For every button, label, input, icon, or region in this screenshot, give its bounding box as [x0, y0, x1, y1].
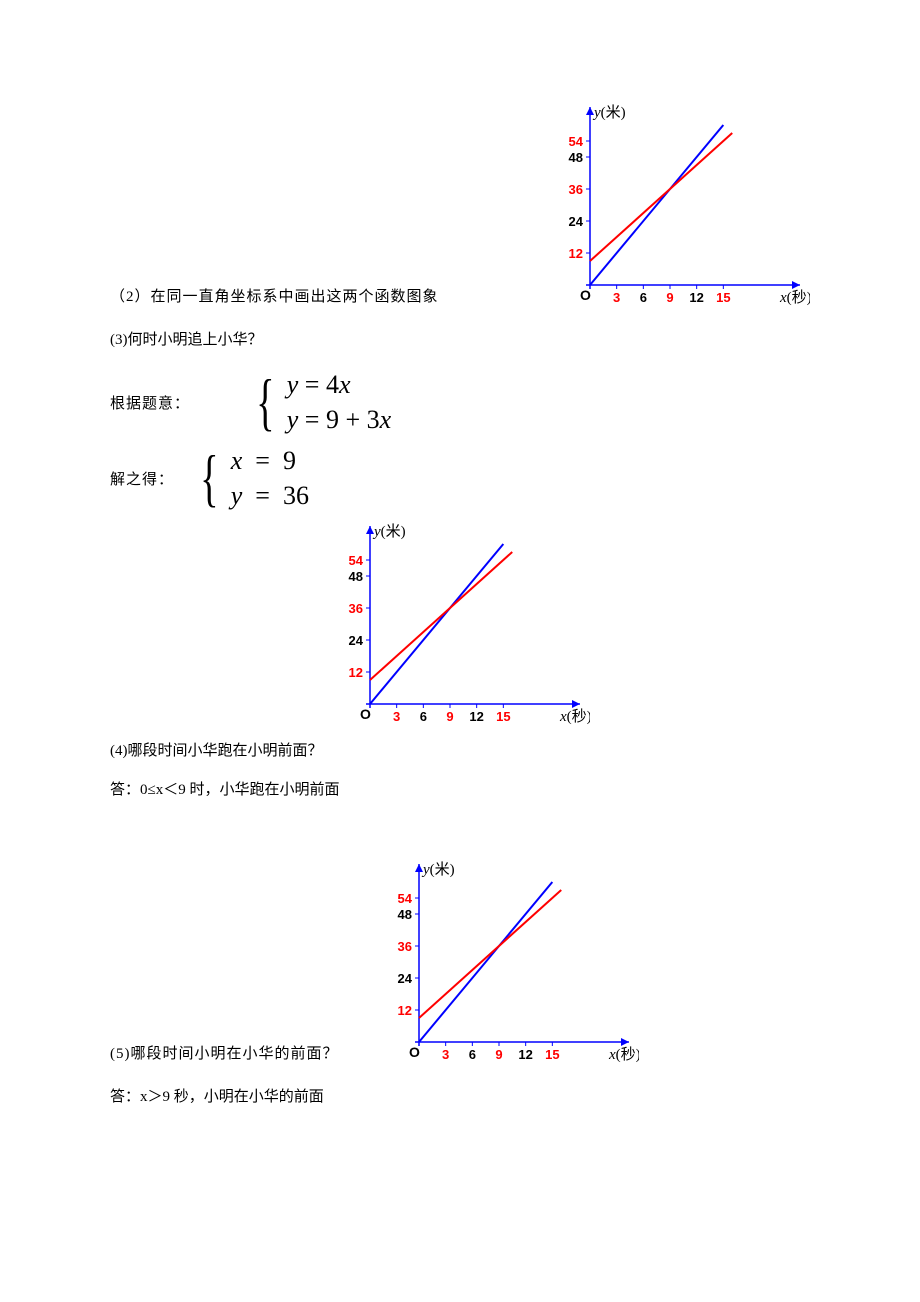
q4-text: (4)哪段时间小华跑在小明前面？ [110, 739, 810, 760]
y-tick-label: 36 [397, 939, 411, 954]
solved-label: 解之得： [110, 468, 174, 489]
y-axis-label: y(米) [421, 861, 455, 878]
y-tick-label: 48 [397, 907, 411, 922]
y-axis-label: y(米) [372, 523, 406, 540]
chart-2: 36912151224364854Ox(秒)y(米) [330, 519, 590, 729]
x-tick-label: 12 [689, 290, 703, 305]
x-tick-label: 15 [716, 290, 730, 305]
y-arrow-icon [415, 864, 423, 872]
eq1: y = 4x [287, 367, 391, 402]
y-tick-label: 24 [569, 214, 584, 229]
y-arrow-icon [366, 526, 374, 534]
y-tick-label: 48 [349, 569, 363, 584]
chart-svg: 36912151224364854Ox(秒)y(米) [379, 857, 639, 1067]
chart-3: 36912151224364854Ox(秒)y(米) [379, 857, 639, 1067]
y-tick-label: 54 [569, 134, 584, 149]
a4-text: 答：0≤x＜9 时，小华跑在小明前面 [110, 778, 810, 799]
y-tick-label: 24 [397, 971, 412, 986]
y-tick-label: 12 [397, 1003, 411, 1018]
sol1: x = 9 [231, 443, 309, 478]
y-tick-label: 36 [569, 182, 583, 197]
premise-label: 根据题意： [110, 392, 190, 413]
origin-label: O [580, 287, 591, 303]
x-tick-label: 12 [469, 709, 483, 724]
chart-svg: 36912151224364854Ox(秒)y(米) [550, 100, 810, 310]
brace-icon: { [200, 446, 218, 510]
system-equations: { y = 4x y = 9 + 3x [250, 367, 391, 437]
x-arrow-icon [792, 281, 800, 289]
system-solution: { x = 9 y = 36 [194, 443, 309, 513]
x-tick-label: 9 [446, 709, 453, 724]
y-tick-label: 12 [349, 665, 363, 680]
q2-row: （2）在同一直角坐标系中画出这两个函数图象 36912151224364854O… [110, 100, 810, 310]
a5-text: 答：x＞9 秒，小明在小华的前面 [110, 1085, 810, 1106]
chart-1-wrap: 36912151224364854Ox(秒)y(米) [550, 100, 810, 310]
premise-row: 根据题意： { y = 4x y = 9 + 3x [110, 367, 810, 437]
x-tick-label: 12 [518, 1047, 532, 1062]
x-tick-label: 3 [393, 709, 400, 724]
x-arrow-icon [621, 1038, 629, 1046]
y-tick-label: 54 [349, 553, 364, 568]
x-axis-label: x(秒) [608, 1046, 639, 1063]
y-arrow-icon [586, 107, 594, 115]
x-tick-label: 6 [420, 709, 427, 724]
x-tick-label: 6 [468, 1047, 475, 1062]
origin-label: O [409, 1044, 420, 1060]
chart-3-wrap: 36912151224364854Ox(秒)y(米) [379, 857, 639, 1067]
brace-icon: { [256, 370, 274, 434]
y-tick-label: 24 [349, 633, 364, 648]
line-xiaohua [370, 552, 512, 680]
q2-text: （2）在同一直角坐标系中画出这两个函数图象 [110, 285, 439, 310]
x-tick-label: 15 [545, 1047, 559, 1062]
x-axis-label: x(秒) [559, 708, 590, 725]
eq2: y = 9 + 3x [287, 402, 391, 437]
sol2: y = 36 [231, 478, 309, 513]
y-tick-label: 12 [569, 246, 583, 261]
y-tick-label: 54 [397, 891, 412, 906]
line-xiaoming [370, 544, 503, 704]
q5-text: (5)哪段时间小明在小华的前面？ [110, 1042, 339, 1067]
x-tick-label: 3 [613, 290, 620, 305]
line-xiaohua [590, 133, 732, 261]
x-tick-label: 15 [496, 709, 510, 724]
x-tick-label: 3 [442, 1047, 449, 1062]
y-axis-label: y(米) [592, 104, 626, 121]
line-xiaohua [419, 890, 561, 1018]
x-tick-label: 6 [640, 290, 647, 305]
q5-row: (5)哪段时间小明在小华的前面？ 36912151224364854Ox(秒)y… [110, 857, 810, 1067]
q3-text: (3)何时小明追上小华？ [110, 328, 810, 349]
x-tick-label: 9 [495, 1047, 502, 1062]
y-tick-label: 36 [349, 601, 363, 616]
solved-row: 解之得： { x = 9 y = 36 [110, 443, 810, 513]
origin-label: O [360, 706, 371, 722]
chart-2-wrap: 36912151224364854Ox(秒)y(米) [110, 519, 810, 729]
line-xiaoming [419, 882, 552, 1042]
x-tick-label: 9 [666, 290, 673, 305]
line-xiaoming [590, 125, 723, 285]
x-axis-label: x(秒) [779, 289, 810, 306]
chart-1: 36912151224364854Ox(秒)y(米) [550, 100, 810, 310]
x-arrow-icon [572, 700, 580, 708]
chart-svg: 36912151224364854Ox(秒)y(米) [330, 519, 590, 729]
y-tick-label: 48 [569, 150, 583, 165]
